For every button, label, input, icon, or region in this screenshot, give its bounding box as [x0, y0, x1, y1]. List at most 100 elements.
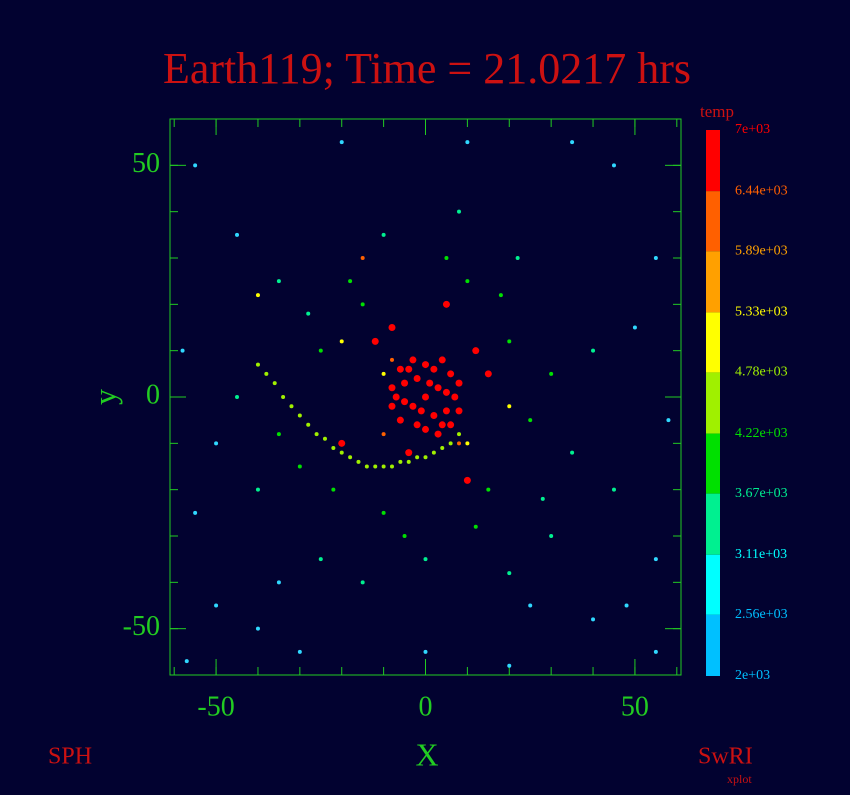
colorbar-tick-label: 3.11e+03 — [735, 547, 787, 562]
point — [281, 395, 286, 399]
point — [318, 348, 323, 353]
point — [255, 362, 260, 367]
point — [360, 256, 365, 260]
point — [463, 476, 471, 484]
point — [465, 441, 470, 446]
point — [276, 580, 281, 585]
point — [405, 365, 413, 373]
point — [264, 371, 269, 376]
point — [434, 384, 442, 392]
point — [457, 432, 462, 437]
point — [426, 379, 434, 387]
point — [653, 557, 658, 562]
right-note: SwRI — [698, 744, 753, 770]
point — [438, 356, 446, 364]
point — [389, 357, 394, 362]
point — [438, 421, 446, 429]
point — [540, 496, 545, 501]
point — [457, 209, 462, 214]
point — [507, 404, 512, 409]
point — [549, 534, 554, 538]
point — [289, 404, 294, 409]
point — [373, 464, 378, 469]
point — [401, 379, 409, 387]
point — [431, 450, 436, 455]
point — [528, 603, 533, 608]
point — [297, 413, 302, 418]
point — [591, 617, 596, 622]
colorbar-label: temp — [700, 102, 734, 121]
point — [255, 626, 260, 631]
point — [507, 663, 512, 668]
point — [402, 534, 407, 538]
point — [465, 279, 470, 284]
point — [413, 374, 421, 382]
point — [484, 370, 492, 378]
point — [442, 407, 450, 415]
point — [498, 293, 503, 298]
point — [444, 256, 449, 260]
point — [448, 441, 453, 446]
point — [413, 421, 421, 429]
point — [389, 464, 394, 469]
chart-title: Earth119; Time = 21.0217 hrs — [163, 44, 691, 93]
point — [528, 418, 533, 423]
point — [331, 487, 336, 492]
point — [473, 524, 478, 529]
colorbar-tick-label: 2.56e+03 — [735, 607, 788, 622]
point — [180, 348, 185, 353]
point — [318, 557, 323, 562]
point — [653, 256, 658, 260]
point — [409, 356, 417, 364]
point — [447, 421, 455, 429]
point — [214, 603, 219, 608]
point — [396, 416, 404, 424]
point — [322, 436, 327, 441]
point — [465, 140, 470, 145]
point — [235, 232, 240, 237]
point — [430, 412, 438, 420]
point — [381, 371, 386, 376]
point — [472, 347, 480, 355]
point — [360, 580, 365, 585]
point — [364, 464, 369, 469]
point — [255, 293, 260, 298]
colorbar-band — [706, 372, 720, 434]
x-tick-label: 50 — [621, 691, 649, 722]
y-tick-label: -50 — [123, 611, 160, 642]
point — [451, 393, 459, 401]
point — [297, 464, 302, 469]
point — [666, 418, 671, 423]
point — [339, 140, 344, 145]
point — [276, 432, 281, 437]
point — [442, 300, 450, 308]
point — [422, 361, 429, 369]
point — [338, 439, 346, 447]
point — [611, 163, 616, 168]
point — [423, 455, 428, 460]
point — [455, 379, 463, 387]
colorbar-band — [706, 191, 720, 252]
point — [406, 459, 411, 464]
point — [193, 163, 198, 168]
point — [423, 557, 428, 562]
point — [388, 384, 396, 392]
colorbar-tick-label: 5.33e+03 — [735, 305, 788, 320]
point — [193, 510, 198, 515]
colorbar-band — [706, 493, 720, 555]
colorbar-band — [706, 251, 720, 313]
point — [339, 450, 344, 455]
x-axis-label: X — [415, 736, 438, 772]
colorbar-band — [706, 433, 720, 494]
point — [611, 487, 616, 492]
point — [381, 432, 386, 437]
y-tick-label: 0 — [146, 379, 160, 410]
point — [507, 571, 512, 576]
point — [591, 348, 596, 353]
point — [422, 393, 429, 401]
point — [371, 337, 379, 345]
point — [306, 311, 311, 316]
point — [339, 339, 344, 344]
point — [405, 449, 413, 457]
left-note: SPH — [48, 744, 92, 770]
